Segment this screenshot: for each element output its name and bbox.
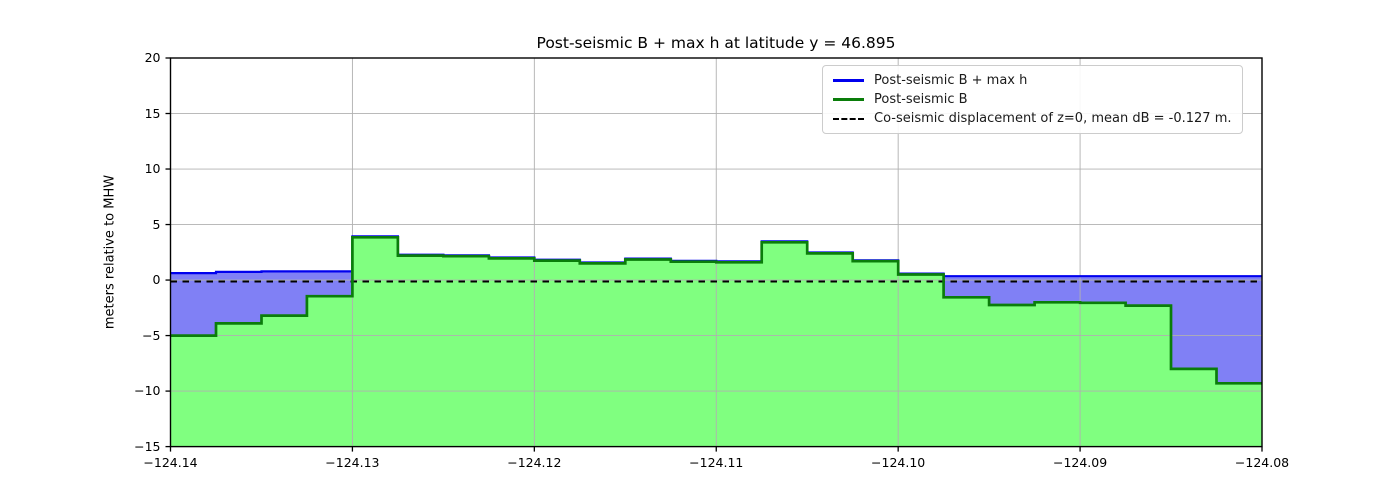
legend-line-green-icon bbox=[833, 98, 864, 101]
y-tick-label: 5 bbox=[152, 216, 161, 232]
x-tick-label: −124.14 bbox=[143, 454, 198, 470]
y-tick-label: −10 bbox=[134, 383, 161, 399]
x-tick-label: −124.09 bbox=[1052, 454, 1108, 470]
post-seismic-b-line bbox=[170, 235, 1262, 385]
x-tick-label: −124.13 bbox=[325, 454, 380, 470]
chart-title: Post-seismic B + max h at latitude y = 4… bbox=[536, 34, 896, 52]
legend-label: Post-seismic B + max h bbox=[874, 73, 1028, 88]
x-tick-label: −124.12 bbox=[507, 454, 562, 470]
y-tick-label: 20 bbox=[144, 50, 161, 65]
legend-line-blue-icon bbox=[833, 79, 864, 82]
x-tick-label: −124.11 bbox=[689, 454, 744, 470]
legend-label: Co-seismic displacement of z=0, mean dB … bbox=[874, 111, 1232, 126]
y-tick-label: −5 bbox=[142, 327, 161, 343]
x-tick-label: −124.08 bbox=[1234, 454, 1290, 470]
legend-line-dashed-icon bbox=[833, 117, 864, 120]
legend-item: Post-seismic B bbox=[833, 92, 1232, 107]
legend: Post-seismic B + max h Post-seismic B Co… bbox=[822, 65, 1243, 134]
legend-label: Post-seismic B bbox=[874, 92, 968, 107]
y-tick-label: 10 bbox=[144, 161, 161, 177]
y-tick-label: −15 bbox=[134, 438, 161, 454]
legend-item: Co-seismic displacement of z=0, mean dB … bbox=[833, 111, 1232, 126]
y-tick-label: 0 bbox=[152, 272, 161, 288]
x-tick-label: −124.10 bbox=[871, 454, 926, 470]
y-tick-label: 15 bbox=[144, 105, 161, 121]
legend-item: Post-seismic B + max h bbox=[833, 73, 1232, 88]
